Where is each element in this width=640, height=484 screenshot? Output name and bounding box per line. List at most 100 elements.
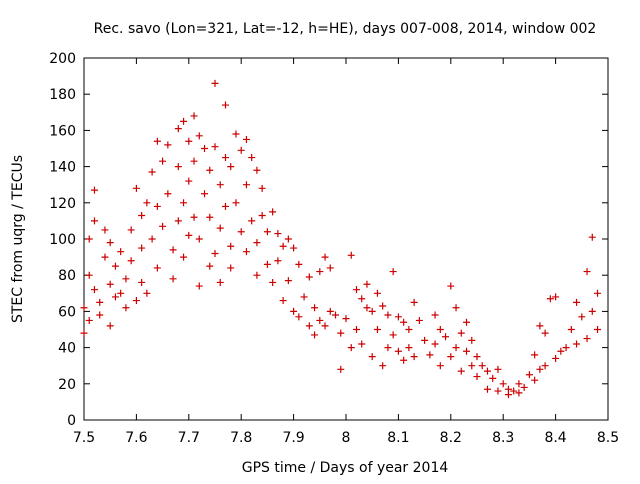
data-point-plus [295, 313, 303, 321]
data-point-plus [180, 117, 188, 125]
data-point-plus [153, 137, 161, 145]
data-point-plus [195, 282, 203, 290]
data-point-plus [96, 298, 104, 306]
data-point-plus [237, 146, 245, 154]
data-point-plus [232, 130, 240, 138]
data-point-plus [127, 226, 135, 234]
data-point-plus [531, 351, 539, 359]
data-point-plus [515, 389, 523, 397]
data-point-plus [185, 137, 193, 145]
data-point-plus [489, 374, 497, 382]
data-point-plus [510, 387, 518, 395]
data-point-plus [405, 326, 413, 333]
data-point-plus [143, 289, 151, 297]
data-point-plus [138, 244, 146, 252]
data-point-plus [206, 166, 214, 174]
data-point-plus [85, 316, 93, 324]
data-point-plus [253, 271, 261, 279]
data-point-plus [431, 311, 439, 319]
data-point-plus [400, 356, 408, 364]
data-point-plus [321, 253, 329, 261]
data-point-plus [159, 157, 167, 165]
data-point-plus [90, 186, 98, 194]
data-point-plus [546, 295, 554, 303]
data-point-plus [148, 235, 156, 243]
data-point-plus [185, 231, 193, 239]
data-point-plus [180, 199, 188, 207]
data-point-plus [227, 264, 235, 272]
data-point-plus [211, 249, 219, 257]
y-tick-label: 200 [49, 51, 76, 67]
data-point-plus [567, 326, 575, 333]
data-point-plus [132, 297, 140, 305]
x-tick-label: 8.3 [492, 430, 514, 446]
data-point-plus [290, 307, 298, 315]
data-point-plus [379, 302, 387, 310]
y-tick-label: 180 [49, 87, 76, 103]
data-point-plus [122, 275, 130, 283]
data-point-plus [536, 322, 544, 330]
data-point-plus [305, 322, 313, 330]
data-point-plus [253, 239, 261, 247]
data-point-plus [174, 163, 182, 171]
data-point-plus [180, 253, 188, 261]
data-point-plus [588, 307, 596, 315]
data-point-plus [311, 304, 319, 312]
data-point-plus [431, 340, 439, 348]
data-point-plus [578, 313, 586, 321]
data-point-plus [111, 293, 119, 301]
data-point-plus [557, 347, 565, 355]
data-point-plus [583, 335, 591, 343]
data-point-plus [206, 213, 214, 221]
data-point-plus [279, 297, 287, 305]
x-tick-label: 7.8 [230, 430, 252, 446]
data-point-plus [394, 347, 402, 355]
data-point-plus [483, 367, 491, 375]
data-point-plus [457, 367, 465, 375]
data-point-plus [541, 329, 549, 337]
data-point-plus [221, 202, 229, 210]
data-point-plus [316, 316, 324, 324]
data-point-plus [452, 304, 460, 312]
data-point-plus [127, 257, 135, 265]
data-point-plus [122, 304, 130, 312]
data-point-plus [494, 387, 502, 395]
data-point-plus [305, 273, 313, 281]
data-point-plus [352, 286, 360, 294]
data-point-plus [373, 289, 381, 297]
data-point-plus [394, 313, 402, 321]
data-point-plus [174, 125, 182, 133]
data-point-plus [216, 278, 224, 286]
data-point-plus [552, 354, 560, 362]
data-point-plus [332, 311, 340, 319]
data-point-plus [106, 322, 114, 330]
data-point-plus [436, 362, 444, 370]
data-point-plus [153, 264, 161, 272]
data-point-plus [80, 329, 88, 337]
data-point-plus [111, 262, 119, 270]
data-point-plus [594, 326, 602, 333]
data-point-plus [379, 362, 387, 370]
data-point-plus [442, 333, 450, 341]
data-point-plus [242, 248, 250, 256]
data-point-plus [478, 362, 486, 370]
data-point-plus [594, 289, 602, 297]
data-point-plus [237, 228, 245, 236]
data-point-plus [473, 373, 481, 381]
data-point-plus [347, 251, 355, 259]
y-tick-label: 80 [58, 268, 76, 284]
data-point-plus [164, 190, 172, 198]
data-point-plus [211, 79, 219, 87]
data-point-plus [541, 362, 549, 370]
data-point-plus [290, 244, 298, 252]
y-tick-label: 40 [58, 341, 76, 357]
data-point-plus [143, 199, 151, 207]
data-point-plus [347, 344, 355, 352]
data-point-plus [368, 307, 376, 315]
data-point-plus [101, 226, 109, 234]
data-point-plus [447, 353, 455, 361]
data-point-plus [536, 365, 544, 373]
data-point-plus [269, 278, 277, 286]
data-point-plus [373, 326, 381, 333]
